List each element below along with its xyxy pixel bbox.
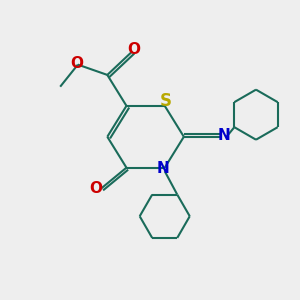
Text: S: S <box>160 92 172 110</box>
Text: N: N <box>217 128 230 143</box>
Text: O: O <box>90 181 103 196</box>
Text: N: N <box>157 161 169 176</box>
Text: O: O <box>127 42 140 57</box>
Text: O: O <box>70 56 83 70</box>
